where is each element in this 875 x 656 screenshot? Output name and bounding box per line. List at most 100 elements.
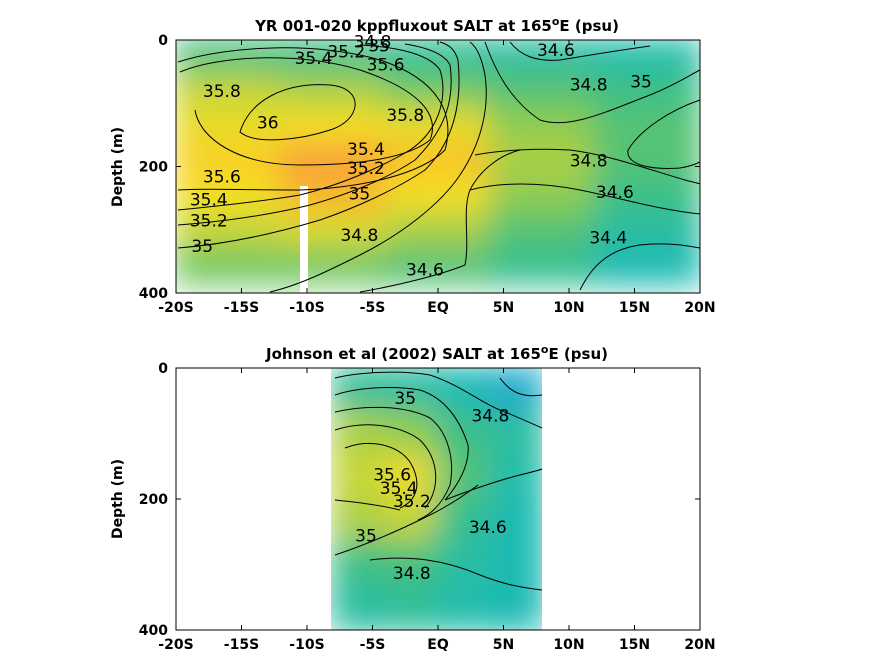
field-cell <box>593 40 700 77</box>
field-cell <box>436 584 493 630</box>
y-tick-label: 400 <box>139 286 168 302</box>
contour-label: 35.2 <box>393 492 431 512</box>
contour-35-b-obs <box>334 484 479 556</box>
contour-label: 35.2 <box>347 159 385 179</box>
contour-label: 35.2 <box>327 43 365 63</box>
field-cell <box>176 40 283 77</box>
field-cell <box>176 211 283 251</box>
field-cell <box>176 246 283 286</box>
axes-model: -20S -15S -10S -5S EQ 5N 10N 15N 20N 0 200 400 <box>139 33 716 316</box>
field-cell <box>383 142 493 182</box>
chart-title-model: YR 001-020 kppfluxout SALT at 165oE (psu… <box>254 15 619 35</box>
contour-label: 35 <box>349 184 371 204</box>
contour-label: 34.8 <box>340 226 378 246</box>
contour-label: 34.8 <box>471 407 509 427</box>
field-cell <box>278 107 388 147</box>
contour-label: 35 <box>191 237 213 257</box>
field-cell <box>331 409 388 458</box>
contour-35-4 <box>177 44 444 211</box>
field-cell <box>593 142 700 182</box>
contour-label: 35.2 <box>190 212 228 232</box>
x-tick-label: -15S <box>224 637 259 653</box>
contour-label: 35 <box>355 527 377 547</box>
contour-label: 34.6 <box>596 183 634 203</box>
x-tick-label: -20S <box>158 637 193 653</box>
field-cell <box>488 584 542 630</box>
contour-35-obs <box>334 387 469 501</box>
x-tick-label: 10N <box>553 300 584 316</box>
mask-column <box>300 186 308 294</box>
x-tick-label: EQ <box>427 637 449 653</box>
field-cell <box>383 584 440 630</box>
salinity-field-observation <box>331 368 542 630</box>
field-cell <box>436 540 493 589</box>
contour-label: 35.6 <box>373 466 411 486</box>
y-tick-label: 0 <box>158 33 168 49</box>
contour-35-4-obs <box>334 424 437 509</box>
contour-34-6-c <box>509 41 651 61</box>
contour-label: 35.6 <box>203 167 241 187</box>
panel-observation: Johnson et al (2002) SALT at 165oE (psu)… <box>110 343 716 653</box>
axes-observation: -20S -15S -10S -5S EQ 5N 10N 15N 20N 0 200 400 <box>139 361 716 653</box>
panel-model: YR 001-020 kppfluxout SALT at 165oE (psu… <box>110 15 716 316</box>
contour-34-6-obs-b <box>499 377 543 397</box>
x-tick-label: 15N <box>619 300 650 316</box>
field-cell <box>488 40 598 77</box>
field-cell <box>383 211 493 251</box>
contour-35-b <box>627 99 701 169</box>
field-cell <box>488 211 598 251</box>
field-cell <box>488 497 542 545</box>
contour-labels-observation: 35 34.8 35.635.435.2 35 34.6 34.8 <box>355 389 509 584</box>
x-tick-label: -15S <box>224 300 259 316</box>
field-cell <box>488 72 598 112</box>
x-tick-label: -10S <box>289 637 324 653</box>
contour-35-2-obs <box>334 406 453 521</box>
contour-label: 35.6 <box>367 55 405 75</box>
field-cell <box>383 409 440 458</box>
contour-36 <box>239 84 356 141</box>
y-tick-label: 200 <box>139 160 168 176</box>
field-cell <box>593 107 700 147</box>
x-tick-label: -5S <box>360 637 386 653</box>
contour-label: 34.6 <box>406 260 444 280</box>
contour-label: 35.4 <box>295 49 333 69</box>
field-cell <box>436 453 493 501</box>
field-cell <box>278 72 388 112</box>
field-cell <box>331 540 388 589</box>
field-cell <box>278 142 388 182</box>
contour-35-4-obs-b <box>334 499 401 511</box>
field-cell <box>176 72 283 112</box>
field-cell <box>488 409 542 458</box>
field-cell <box>278 211 388 251</box>
contour-35-8 <box>179 57 433 166</box>
contour-34-6-obs <box>444 468 543 501</box>
contour-35-2 <box>177 43 452 226</box>
contour-label: 34.6 <box>469 518 507 538</box>
y-axis-label-observation: Depth (m) <box>110 459 126 539</box>
field-cell <box>331 368 388 414</box>
y-tick-label: 400 <box>139 623 168 639</box>
contour-34-8-a <box>269 41 487 293</box>
contour-34-8-obs <box>334 371 543 429</box>
field-cell <box>383 453 440 501</box>
field-cell <box>488 177 598 216</box>
field-cell <box>331 584 388 630</box>
contour-lines-observation <box>334 371 543 591</box>
contour-lines-model <box>177 41 701 293</box>
x-tick-label: 5N <box>493 300 514 316</box>
contour-label: 35.4 <box>380 479 418 499</box>
x-tick-label: 10N <box>553 637 584 653</box>
contour-label: 35.8 <box>386 106 424 126</box>
y-tick-label: 0 <box>158 361 168 377</box>
x-tick-label: 20N <box>684 637 715 653</box>
field-cell <box>383 177 493 216</box>
contour-34-6-a <box>359 149 521 293</box>
contour-label: 34.8 <box>570 76 608 96</box>
x-tick-label: -10S <box>289 300 324 316</box>
contour-label: 34.4 <box>589 229 627 249</box>
field-cell <box>488 246 598 286</box>
x-tick-label: -5S <box>360 300 386 316</box>
contour-label: 34.6 <box>537 41 575 61</box>
field-cell <box>436 497 493 545</box>
